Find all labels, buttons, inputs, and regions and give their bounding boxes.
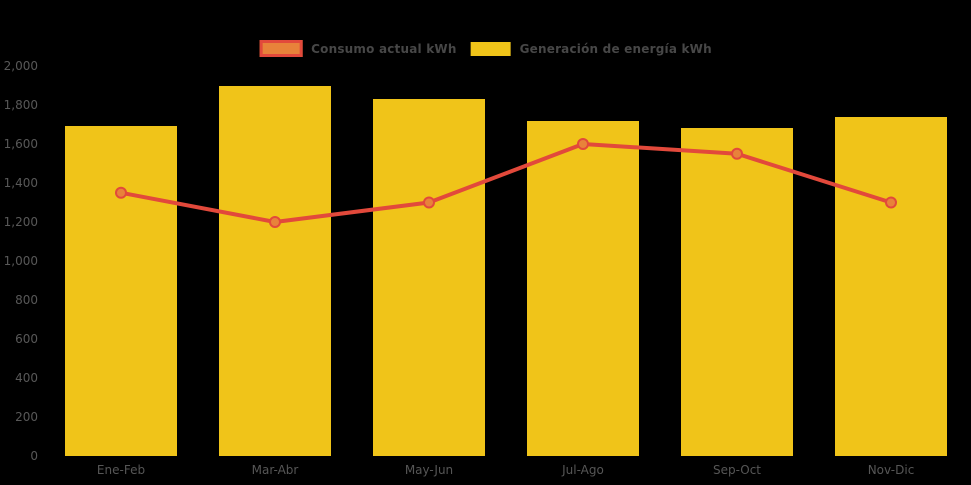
y-axis-tick-label: 200 (15, 410, 38, 424)
x-axis-category-label: Ene-Feb (96, 463, 146, 477)
legend-item-generacion-energia[interactable]: Generación de energía kWh (470, 41, 712, 56)
x-axis-category-label: Jul-Ago (562, 463, 604, 477)
bar-May-Jun[interactable] (373, 99, 485, 456)
legend-swatch-line-icon (259, 40, 303, 57)
bar-Sep-Oct[interactable] (681, 128, 793, 456)
line-marker-Nov-Dic[interactable] (885, 196, 897, 209)
x-axis-category-label: May-Jun (404, 463, 454, 477)
y-axis-tick-label: 1,200 (3, 215, 38, 229)
y-axis-tick-label: 400 (15, 371, 38, 385)
line-series (115, 138, 897, 228)
chart-legend: Consumo actual kWh Generación de energía… (259, 40, 712, 57)
y-axis-tick-label: 2,000 (3, 59, 38, 73)
legend-label-generacion-energia: Generación de energía kWh (519, 41, 712, 56)
legend-label-consumo-actual: Consumo actual kWh (311, 41, 457, 56)
line-marker-Jul-Ago[interactable] (577, 138, 589, 150)
line-marker-Mar-Abr[interactable] (269, 216, 281, 228)
x-axis-category-label: Mar-Abr (251, 463, 299, 477)
line-marker-Ene-Feb[interactable] (115, 186, 127, 199)
y-axis-tick-label: 1,800 (3, 98, 38, 112)
y-axis-tick-label: 600 (15, 332, 38, 346)
x-axis-category-label: Sep-Oct (712, 463, 762, 477)
legend-swatch-bar-icon (470, 41, 511, 56)
y-axis-tick-label: 800 (15, 293, 38, 307)
line-marker-Sep-Oct[interactable] (731, 147, 743, 160)
consumo-line-path (119, 142, 893, 224)
x-axis-category-label: Nov-Dic (867, 463, 915, 477)
legend-item-consumo-actual[interactable]: Consumo actual kWh (259, 40, 456, 57)
y-axis-tick-label: 1,000 (3, 254, 38, 268)
bar-Ene-Feb[interactable] (65, 126, 177, 456)
plot-area (44, 66, 968, 456)
bar-Jul-Ago[interactable] (527, 120, 639, 456)
y-axis-tick-label: 1,400 (3, 176, 38, 190)
line-marker-May-Jun[interactable] (423, 196, 435, 209)
y-axis-tick-label: 1,600 (3, 137, 38, 151)
bar-Nov-Dic[interactable] (835, 116, 947, 456)
bar-Mar-Abr[interactable] (219, 85, 331, 456)
y-axis-tick-label: 0 (30, 449, 38, 463)
